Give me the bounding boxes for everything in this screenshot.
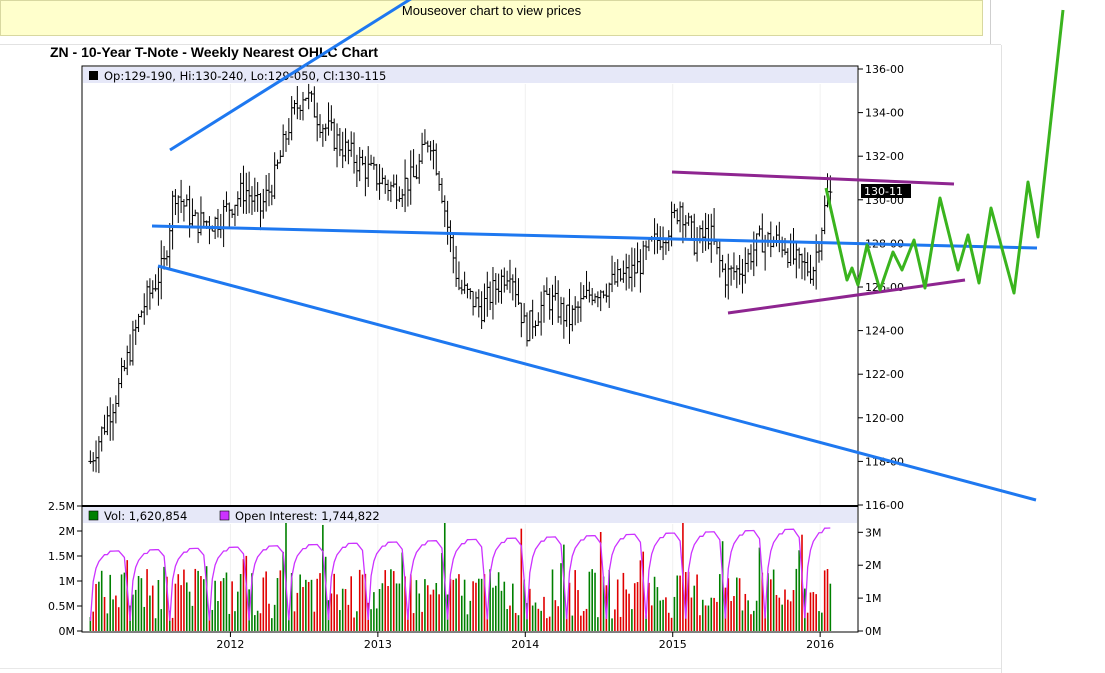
frame-divider bbox=[0, 44, 1001, 45]
mouseover-banner: Mouseover chart to view prices bbox=[0, 0, 983, 36]
volume-tick-label: 0.5M bbox=[48, 600, 75, 613]
volume-legend-strip bbox=[83, 507, 857, 523]
frame-divider bbox=[0, 668, 1001, 669]
ohlc-legend-text: Op:129-190, Hi:130-240, Lo:129-050, Cl:1… bbox=[104, 69, 386, 83]
price-tick-label: 136-00 bbox=[865, 63, 904, 76]
volume-bars bbox=[89, 521, 832, 631]
volume-tick-label: 2.5M bbox=[48, 500, 75, 513]
price-axis: 136-00134-00132-00130-00128-00126-00124-… bbox=[858, 63, 904, 512]
date-tick-label: 2015 bbox=[659, 638, 687, 651]
upper-purple-channel bbox=[671, 170, 955, 186]
open-interest-line bbox=[89, 527, 831, 622]
price-tick-label: 120-00 bbox=[865, 412, 904, 425]
volume-tick-label: 1M bbox=[59, 575, 76, 588]
open-interest-legend-text: Open Interest: 1,744,822 bbox=[235, 509, 380, 523]
price-tick-label: 118-00 bbox=[865, 455, 904, 468]
price-tick-label: 116-00 bbox=[865, 499, 904, 512]
price-tick-label: 122-00 bbox=[865, 368, 904, 381]
green-projection-zigzag bbox=[824, 9, 1065, 295]
price-bars bbox=[88, 83, 833, 474]
price-tick-label: 134-00 bbox=[865, 107, 904, 120]
price-tick-label: 124-00 bbox=[865, 325, 904, 338]
volume-tick-label: 2M bbox=[59, 525, 76, 538]
open-interest-legend-swatch bbox=[219, 510, 230, 521]
date-tick-label: 2014 bbox=[511, 638, 539, 651]
oi-tick-label: 2M bbox=[865, 559, 882, 572]
frame-divider bbox=[990, 0, 991, 45]
date-tick-label: 2013 bbox=[364, 638, 392, 651]
oi-tick-label: 3M bbox=[865, 526, 882, 539]
middle-blue-trendline bbox=[151, 224, 1038, 250]
date-tick-label: 2016 bbox=[806, 638, 834, 651]
oi-tick-label: 1M bbox=[865, 592, 882, 605]
volume-axis-left: 2.5M 2M 1.5M 1M 0.5M 0M bbox=[48, 500, 82, 638]
price-tick-label: 132-00 bbox=[865, 150, 904, 163]
upper-blue-trendline bbox=[169, 0, 412, 152]
last-price-label: 130-11 bbox=[864, 185, 903, 198]
volume-axis-right: 3M 2M 1M 0M bbox=[858, 526, 882, 638]
chart-title: ZN - 10-Year T-Note - Weekly Nearest OHL… bbox=[50, 44, 379, 60]
volume-legend-text: Vol: 1,620,854 bbox=[104, 509, 187, 523]
date-tick-label: 2012 bbox=[216, 638, 244, 651]
banner-text: Mouseover chart to view prices bbox=[401, 3, 582, 18]
lower-blue-trendline bbox=[157, 264, 1037, 502]
volume-legend-swatch bbox=[88, 510, 99, 521]
year-gridlines bbox=[229, 84, 821, 631]
last-price-box bbox=[861, 184, 911, 198]
date-axis: 2012 2013 2014 2015 2016 bbox=[216, 632, 834, 651]
frame-divider bbox=[1001, 45, 1002, 673]
ohlc-legend-swatch bbox=[89, 71, 98, 80]
oi-tick-label: 0M bbox=[865, 625, 882, 638]
volume-tick-label: 0M bbox=[59, 625, 76, 638]
price-legend-strip bbox=[83, 67, 857, 83]
volume-tick-label: 1.5M bbox=[48, 550, 75, 563]
